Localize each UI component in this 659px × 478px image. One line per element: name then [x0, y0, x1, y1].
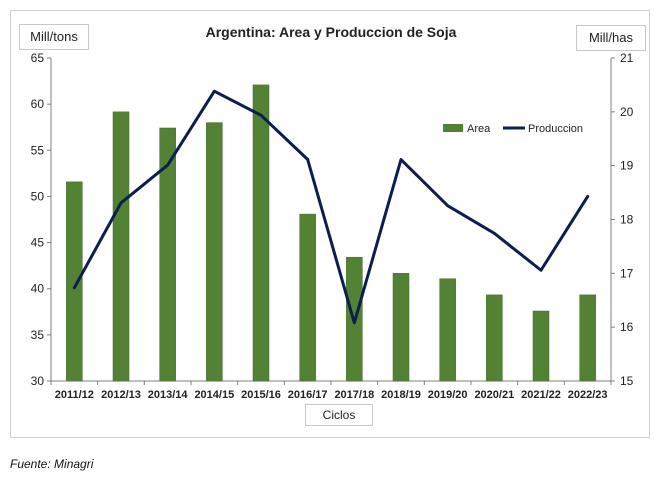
x-category-label: 2021/22 [521, 389, 561, 401]
area-bar [392, 273, 410, 382]
area-bar [439, 278, 456, 382]
right-tick-label: 19 [620, 159, 634, 173]
left-tick-label: 65 [31, 51, 45, 65]
right-tick-label: 18 [620, 213, 634, 227]
chart-title: Argentina: Area y Produccion de Soja [206, 24, 457, 40]
x-category-label: 2020/21 [474, 389, 514, 401]
left-tick-label: 40 [31, 282, 45, 296]
area-bar [252, 84, 270, 382]
left-tick-label: 55 [31, 143, 45, 157]
right-tick-label: 17 [620, 266, 634, 280]
x-axis-label: Ciclos [305, 404, 373, 426]
right-tick-label: 20 [620, 105, 634, 119]
area-bar [579, 294, 596, 382]
area-bar [299, 213, 316, 382]
x-category-label: 2013/14 [148, 389, 189, 401]
area-bar [112, 111, 130, 382]
x-category-label: 2011/12 [55, 389, 94, 401]
area-bar [66, 181, 83, 382]
right-tick-label: 21 [620, 51, 634, 65]
left-tick-label: 60 [31, 97, 45, 111]
area-bar [159, 127, 176, 382]
x-category-label: 2018/19 [381, 389, 421, 401]
legend-area-swatch [443, 124, 463, 132]
legend-produccion-label: Produccion [528, 123, 583, 135]
x-category-label: 2014/15 [194, 389, 234, 401]
x-category-label: 2022/23 [568, 389, 608, 401]
area-bar [486, 294, 503, 382]
left-axis-unit-label: Mill/tons [19, 24, 89, 50]
chart-svg: Argentina: Area y Produccion de Soja 303… [31, 24, 634, 401]
left-tick-label: 35 [31, 328, 45, 342]
area-bar [532, 310, 550, 382]
legend-area-label: Area [467, 123, 491, 135]
area-bar [206, 122, 223, 382]
left-tick-label: 45 [31, 236, 45, 250]
produccion-line [72, 89, 590, 325]
x-category-label: 2016/17 [288, 389, 328, 401]
legend: Area Produccion [443, 123, 583, 135]
x-category-label: 2017/18 [334, 389, 374, 401]
right-axis-unit-label: Mill/has [576, 25, 646, 51]
plot-layer: 30 35 40 45 50 55 60 65 15 16 17 18 19 20 21 2011/12 201… [31, 51, 634, 401]
x-category-label: 2015/16 [241, 389, 281, 401]
right-tick-label: 16 [620, 320, 634, 334]
left-tick-label: 50 [31, 189, 45, 203]
source-note: Fuente: Minagri [10, 457, 94, 471]
x-category-label: 2012/13 [101, 389, 141, 401]
x-category-label: 2019/20 [428, 389, 468, 401]
left-tick-label: 30 [31, 374, 45, 388]
chart-frame: Argentina: Area y Produccion de Soja 30 3… [10, 10, 650, 438]
right-tick-label: 15 [620, 374, 634, 388]
